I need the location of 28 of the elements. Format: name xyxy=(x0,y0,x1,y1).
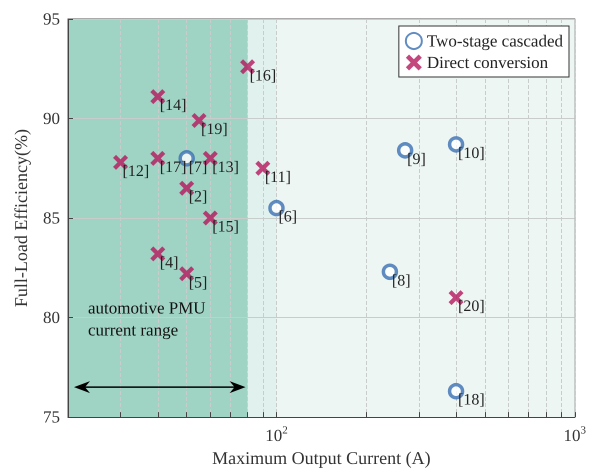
annotation: [12] xyxy=(122,162,150,180)
annotation: [4] xyxy=(160,254,178,272)
annotation: [19] xyxy=(201,121,228,138)
annotation: [8] xyxy=(392,272,411,290)
band-label: automotive PMU current range xyxy=(88,298,210,340)
annotation: [14] xyxy=(160,97,186,114)
x-axis-title: Maximum Output Current (A) xyxy=(212,448,431,468)
annotation: [5] xyxy=(188,274,208,292)
annotation: [18] xyxy=(458,392,485,409)
legend-label: Two-stage cascaded xyxy=(426,32,564,50)
y-tick-label: 90 xyxy=(43,109,60,128)
annotation: [13] xyxy=(212,158,239,176)
annotation: [11] xyxy=(264,168,291,186)
y-tick-label: 85 xyxy=(43,208,60,228)
annotation: [6] xyxy=(278,208,298,226)
annotation: [10] xyxy=(458,144,485,162)
annotation: [15] xyxy=(212,218,239,236)
annotation: [16] xyxy=(250,67,276,84)
y-axis-title: Full-Load Efficiency(%) xyxy=(11,128,31,308)
annotation: [2] xyxy=(188,188,208,206)
annotation: [17] xyxy=(160,158,186,176)
annotation: [9] xyxy=(407,150,426,168)
y-tick-label: 95 xyxy=(43,10,60,28)
annotation: [20] xyxy=(458,298,485,316)
y-tick-label: 75 xyxy=(43,408,60,427)
annotation: [7] xyxy=(188,158,208,176)
y-tick-label: 80 xyxy=(43,308,60,328)
legend-label: Direct conversion xyxy=(426,53,549,72)
